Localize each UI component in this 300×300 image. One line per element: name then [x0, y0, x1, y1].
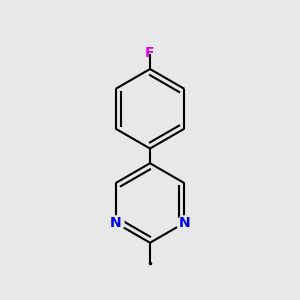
Text: F: F [145, 46, 155, 60]
Text: N: N [110, 216, 122, 230]
Text: N: N [178, 216, 190, 230]
